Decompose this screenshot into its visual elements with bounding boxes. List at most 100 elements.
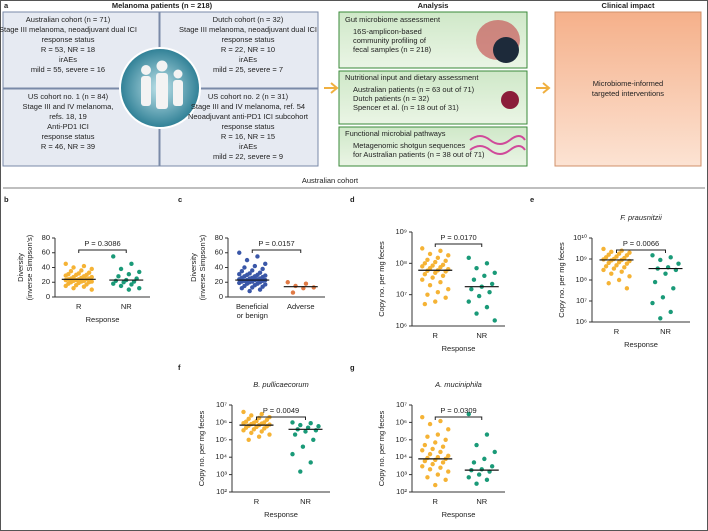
data-point — [116, 274, 121, 279]
data-point — [308, 420, 313, 426]
data-point — [241, 409, 246, 415]
data-point — [239, 268, 245, 274]
data-point — [652, 279, 658, 285]
cohort-line: Stage III and IV melanoma, — [23, 102, 114, 111]
data-point — [425, 292, 430, 297]
x-tick-label: NR — [121, 302, 132, 311]
panel-letter: e — [530, 195, 534, 204]
cohort-line: Stage III melanoma, neoadjuvant dual ICI — [179, 25, 317, 34]
data-point — [244, 257, 250, 263]
data-point — [257, 287, 263, 292]
data-point — [420, 448, 425, 453]
data-point — [471, 460, 477, 465]
y-axis-label: Copy no. per mg feces — [557, 242, 566, 318]
data-point — [482, 456, 487, 462]
data-point — [252, 263, 258, 269]
data-point — [440, 460, 446, 465]
data-point — [311, 285, 316, 290]
data-point — [476, 293, 482, 299]
panel-letter: c — [178, 195, 182, 204]
data-point — [111, 281, 116, 286]
data-point — [262, 426, 267, 431]
data-point — [484, 261, 490, 266]
data-point — [627, 274, 632, 279]
data-point — [474, 311, 479, 316]
data-point — [247, 288, 252, 294]
p-value: P = 0.3086 — [84, 239, 120, 248]
data-point — [476, 472, 482, 477]
data-point — [616, 260, 622, 265]
y-tick-label: 10⁸ — [575, 275, 587, 284]
x-tick-label: NR — [476, 497, 487, 506]
data-point — [237, 250, 242, 255]
x-tick-label: NR — [300, 497, 311, 506]
data-point — [446, 427, 451, 432]
data-point — [616, 251, 622, 256]
cohort-line: mild = 22, severe = 9 — [213, 152, 283, 161]
data-point — [601, 267, 606, 273]
data-point — [126, 271, 132, 277]
data-point — [308, 460, 313, 465]
data-point — [239, 285, 245, 291]
cohort-line: irAEs — [239, 55, 257, 64]
bracket — [256, 416, 306, 420]
cohort-line: response status — [222, 35, 275, 44]
data-point — [71, 265, 76, 270]
data-point — [446, 469, 451, 474]
data-point — [89, 266, 94, 272]
analysis-line: community profiling of — [353, 36, 427, 45]
data-point — [668, 309, 673, 315]
y-axis-label: Diversity(inverse Simpson's) — [189, 234, 207, 300]
y-tick-label: 10⁹ — [395, 227, 407, 236]
data-point — [290, 420, 295, 425]
data-point — [430, 446, 435, 452]
analysis-box — [338, 126, 528, 167]
data-point — [126, 287, 132, 292]
analysis-line: Dutch patients (n = 32) — [353, 94, 430, 103]
y-tick-label: 10⁷ — [396, 400, 407, 409]
y-tick-label: 10⁶ — [396, 321, 407, 330]
data-point — [237, 271, 242, 277]
data-point — [466, 475, 471, 480]
data-point — [137, 285, 142, 291]
x-tick-label: NR — [660, 327, 671, 336]
data-point — [438, 418, 443, 424]
clinical-text: targeted interventions — [592, 89, 664, 98]
data-point — [658, 316, 663, 321]
y-tick-label: 10³ — [216, 470, 227, 479]
cohort-line: response status — [222, 122, 275, 131]
y-tick-label: 10⁴ — [215, 452, 227, 461]
panel-letter: f — [178, 363, 181, 372]
p-value: P = 0.0170 — [440, 233, 476, 242]
analysis-title: Gut microbiome assessment — [345, 15, 441, 24]
subtitle: Australian cohort — [302, 176, 359, 185]
cohort-line: response status — [42, 132, 95, 141]
data-point — [438, 465, 443, 470]
data-point — [603, 264, 609, 269]
people — [141, 60, 183, 109]
y-tick-label: 10³ — [396, 470, 407, 479]
data-point — [425, 257, 430, 262]
x-tick-label-line: or benign — [237, 311, 268, 320]
data-point — [427, 467, 433, 472]
data-point — [433, 440, 438, 445]
y-tick-label: 40 — [42, 262, 50, 271]
data-point — [474, 265, 479, 271]
data-point — [422, 301, 428, 307]
data-point — [440, 444, 446, 449]
analysis-box — [338, 70, 528, 125]
data-point — [433, 270, 438, 275]
data-point — [443, 437, 448, 442]
cohort-line: R = 16, NR = 15 — [221, 132, 275, 141]
data-point — [430, 275, 435, 280]
bracket — [434, 416, 483, 420]
cohort-line: mild = 25, severe = 7 — [213, 65, 283, 74]
y-tick-label: 10⁷ — [396, 290, 407, 299]
data-point — [73, 283, 79, 288]
panel-letter: a — [4, 1, 9, 10]
data-point — [422, 261, 428, 266]
data-point — [492, 270, 497, 275]
data-point — [420, 264, 425, 269]
data-point — [484, 432, 490, 437]
data-point — [427, 421, 433, 427]
